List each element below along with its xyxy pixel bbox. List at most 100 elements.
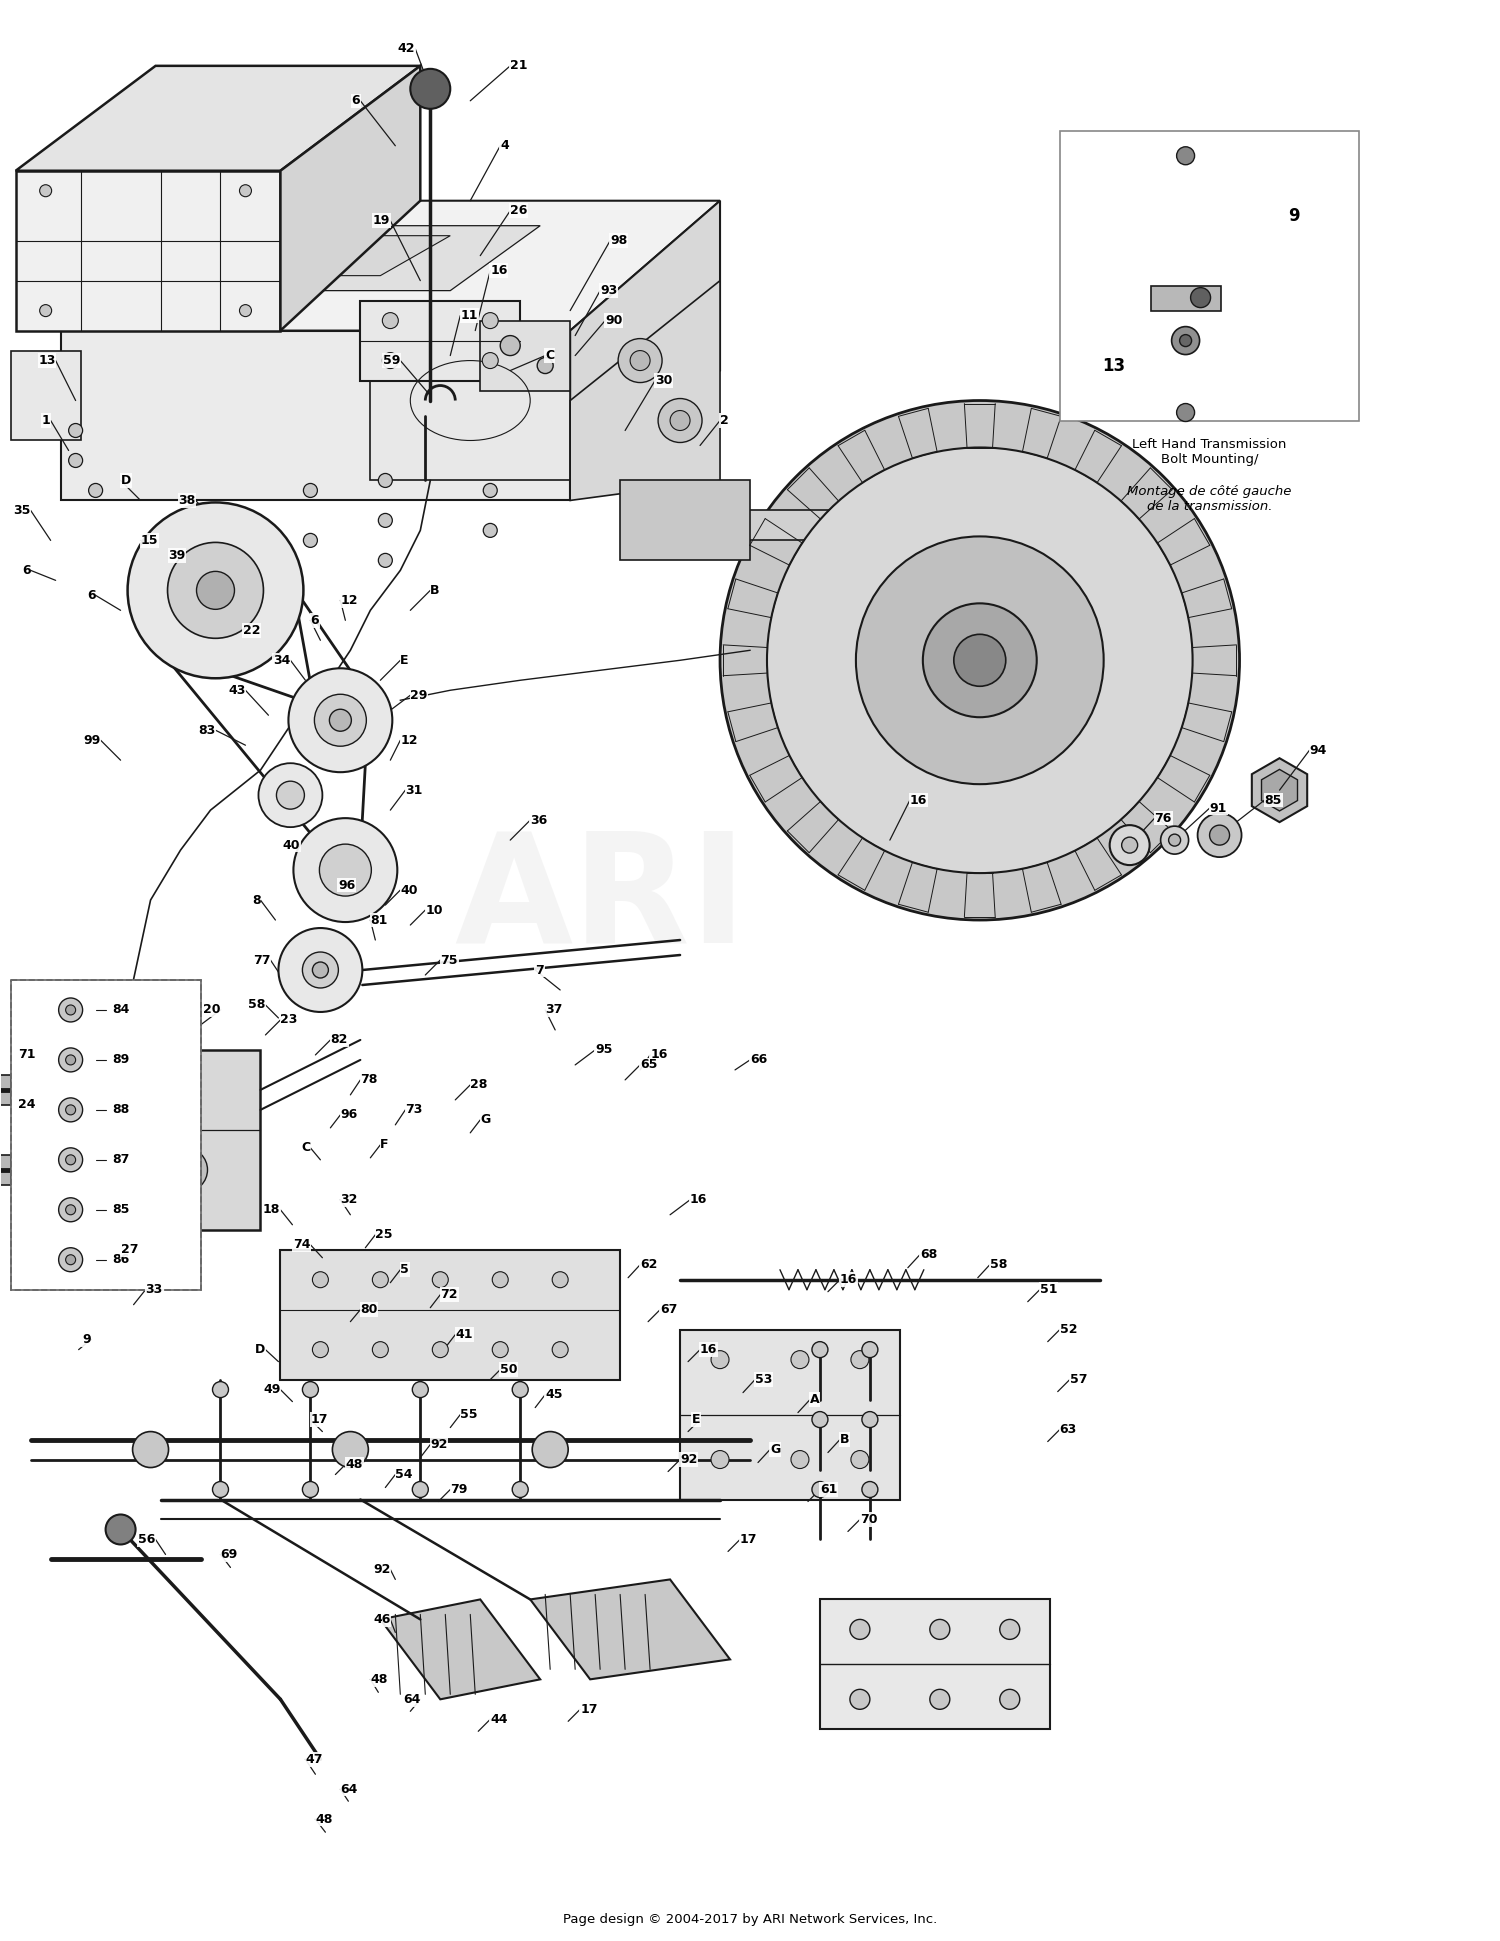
Text: ARI: ARI (454, 825, 747, 974)
Circle shape (303, 534, 318, 547)
Text: 44: 44 (490, 1712, 507, 1726)
Text: 84: 84 (112, 1003, 129, 1017)
Text: 21: 21 (510, 60, 528, 72)
Circle shape (312, 1341, 328, 1357)
Text: A: A (810, 1394, 819, 1405)
Circle shape (58, 1147, 82, 1172)
Circle shape (1176, 404, 1194, 421)
Circle shape (382, 353, 399, 369)
Circle shape (378, 474, 393, 487)
Text: 94: 94 (1310, 743, 1328, 757)
Text: G: G (770, 1442, 780, 1456)
Polygon shape (480, 320, 570, 390)
Polygon shape (280, 66, 420, 330)
Circle shape (116, 1025, 146, 1054)
Circle shape (812, 1341, 828, 1357)
Circle shape (320, 844, 372, 897)
Text: 38: 38 (178, 493, 195, 507)
Text: Left Hand Transmission
Bolt Mounting/: Left Hand Transmission Bolt Mounting/ (1132, 439, 1287, 466)
Text: 11: 11 (460, 309, 478, 322)
Text: 16: 16 (910, 794, 927, 807)
Circle shape (69, 423, 82, 437)
Text: 46: 46 (374, 1613, 390, 1627)
Text: 4: 4 (500, 140, 508, 151)
Text: 69: 69 (220, 1549, 237, 1561)
Text: 16: 16 (690, 1194, 708, 1205)
Circle shape (66, 1205, 75, 1215)
Text: 1: 1 (42, 413, 51, 427)
Polygon shape (60, 200, 720, 330)
Polygon shape (570, 200, 720, 501)
Text: 76: 76 (1155, 811, 1172, 825)
Text: 17: 17 (740, 1533, 758, 1545)
Text: 85: 85 (112, 1203, 129, 1217)
Circle shape (856, 536, 1104, 784)
Circle shape (196, 571, 234, 609)
Text: 68: 68 (920, 1248, 938, 1262)
Circle shape (58, 1048, 82, 1071)
Text: 99: 99 (84, 734, 100, 747)
Text: 55: 55 (460, 1407, 478, 1421)
Text: 75: 75 (441, 953, 458, 967)
Circle shape (413, 1382, 429, 1398)
Text: 98: 98 (610, 235, 627, 247)
Circle shape (66, 1155, 75, 1165)
Text: D: D (255, 1343, 266, 1357)
Text: 16: 16 (490, 264, 507, 278)
Circle shape (512, 1382, 528, 1398)
Text: E: E (400, 654, 410, 668)
Text: 24: 24 (18, 1099, 36, 1112)
Text: 48: 48 (315, 1813, 333, 1826)
Circle shape (1197, 813, 1242, 858)
Circle shape (39, 184, 51, 196)
Circle shape (1179, 334, 1191, 347)
Text: 82: 82 (330, 1033, 348, 1046)
Circle shape (258, 763, 322, 827)
Polygon shape (680, 1330, 900, 1500)
Circle shape (303, 1481, 318, 1498)
Text: 71: 71 (18, 1048, 36, 1062)
Text: 91: 91 (1209, 802, 1227, 815)
Text: 9: 9 (1287, 206, 1299, 225)
Circle shape (850, 1450, 868, 1469)
Circle shape (1161, 827, 1188, 854)
Circle shape (70, 1139, 130, 1200)
Text: 12: 12 (400, 734, 418, 747)
Circle shape (333, 1432, 369, 1467)
Circle shape (850, 1689, 870, 1710)
Circle shape (930, 1689, 950, 1710)
Circle shape (372, 1271, 388, 1287)
Circle shape (552, 1341, 568, 1357)
Polygon shape (10, 351, 81, 441)
Text: 23: 23 (280, 1013, 298, 1027)
Circle shape (96, 1005, 165, 1075)
Text: 37: 37 (544, 1003, 562, 1017)
Circle shape (411, 68, 450, 109)
Polygon shape (1150, 285, 1221, 311)
Circle shape (711, 1450, 729, 1469)
Text: 85: 85 (1264, 794, 1282, 807)
Polygon shape (130, 225, 540, 291)
Text: 26: 26 (510, 204, 528, 217)
Circle shape (303, 1382, 318, 1398)
Circle shape (862, 1411, 877, 1427)
Circle shape (790, 1351, 808, 1368)
Text: 22: 22 (243, 623, 261, 637)
Text: 45: 45 (544, 1388, 562, 1401)
Text: 80: 80 (360, 1302, 378, 1316)
Circle shape (378, 514, 393, 528)
Circle shape (850, 1619, 870, 1640)
Bar (10, 980, 201, 1289)
Text: 87: 87 (112, 1153, 129, 1167)
Circle shape (240, 184, 252, 196)
Circle shape (213, 1382, 228, 1398)
Text: 8: 8 (252, 893, 261, 906)
Polygon shape (620, 481, 750, 561)
Text: 72: 72 (441, 1289, 458, 1300)
Circle shape (812, 1481, 828, 1498)
Polygon shape (570, 281, 720, 501)
Circle shape (930, 1619, 950, 1640)
Text: 92: 92 (374, 1563, 390, 1576)
Polygon shape (15, 171, 280, 330)
Circle shape (66, 1054, 75, 1066)
